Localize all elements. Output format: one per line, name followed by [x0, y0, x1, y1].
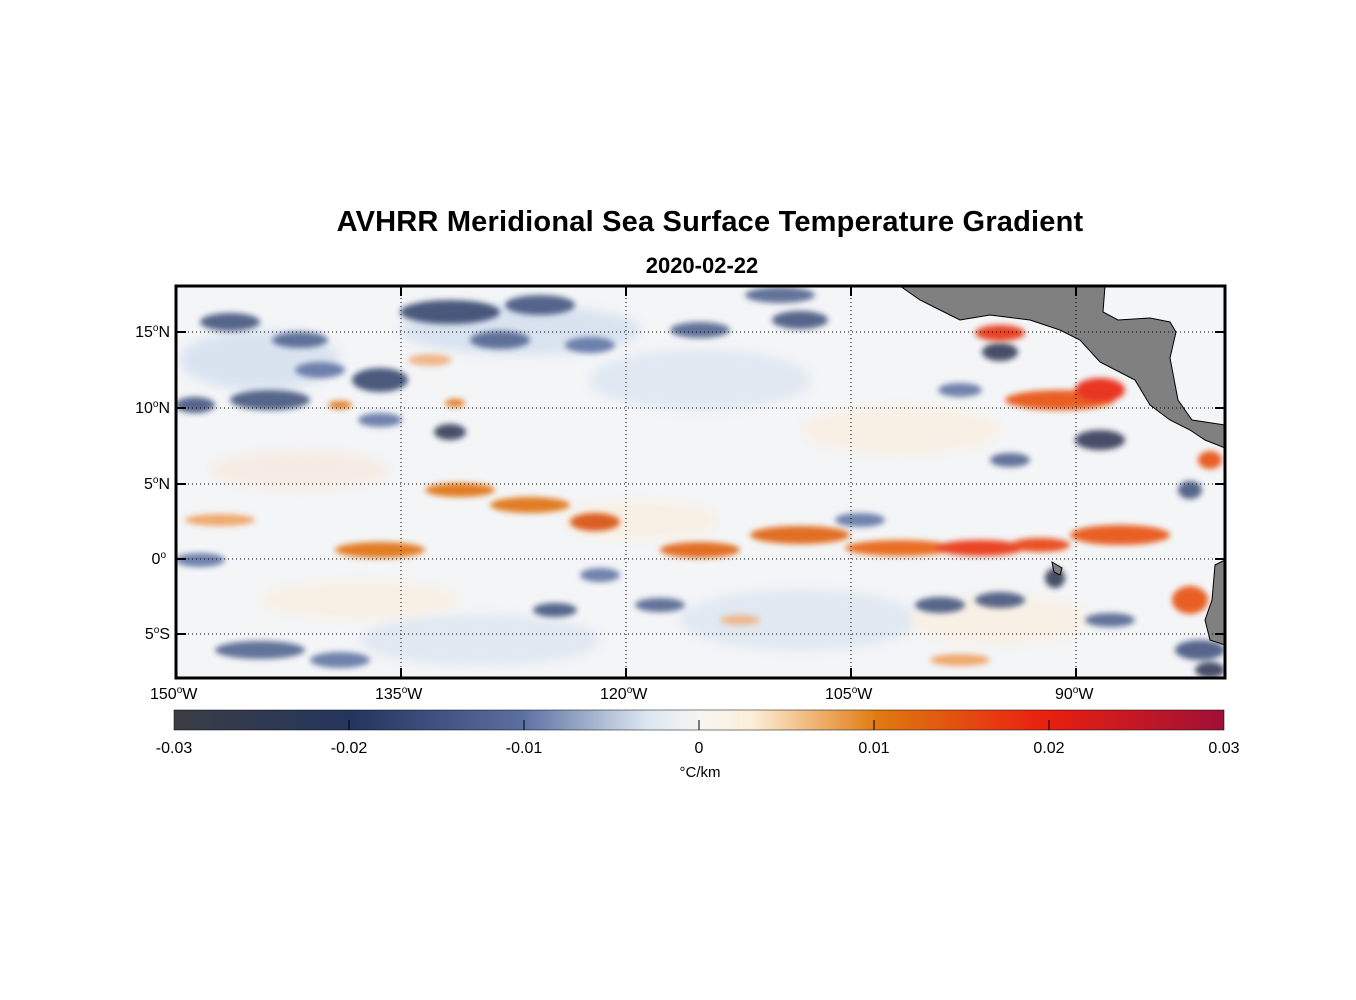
lat-tick-label: 5oS [144, 625, 170, 644]
lon-tick-label: 135oW [375, 685, 423, 704]
sst-gradient-field [176, 286, 1225, 678]
lon-tick-label: 150oW [150, 685, 198, 704]
colorbar-tick-label: 0.01 [858, 740, 890, 757]
colorbar-units: °C/km [679, 764, 721, 781]
map-subtitle: 2020-02-22 [645, 253, 759, 278]
colorbar-tick-label: 0.03 [1208, 740, 1240, 757]
land-mass [899, 286, 1225, 646]
lon-tick-label: 120oW [600, 685, 648, 704]
map-title: AVHRR Meridional Sea Surface Temperature… [336, 206, 1084, 238]
lat-tick-label: 10oN [135, 399, 170, 418]
colorbar-ticks [348, 720, 1050, 730]
lat-tick-label: 0o [151, 550, 166, 569]
lat-tick-label: 15oN [135, 323, 170, 342]
colorbar-tick-label: -0.01 [505, 740, 543, 757]
colorbar-tick-label: -0.03 [155, 740, 193, 757]
graticule [176, 286, 1225, 678]
colorbar-tick-label: 0 [694, 740, 704, 757]
lat-tick-label: 5oN [143, 475, 170, 494]
lon-tick-label: 105oW [825, 685, 873, 704]
map-frame [174, 284, 1227, 680]
colorbar-tick-label: 0.02 [1033, 740, 1065, 757]
colorbar-tick-label: -0.02 [330, 740, 368, 757]
axis-ticks [176, 286, 1225, 678]
lon-tick-label: 90oW [1055, 685, 1094, 704]
